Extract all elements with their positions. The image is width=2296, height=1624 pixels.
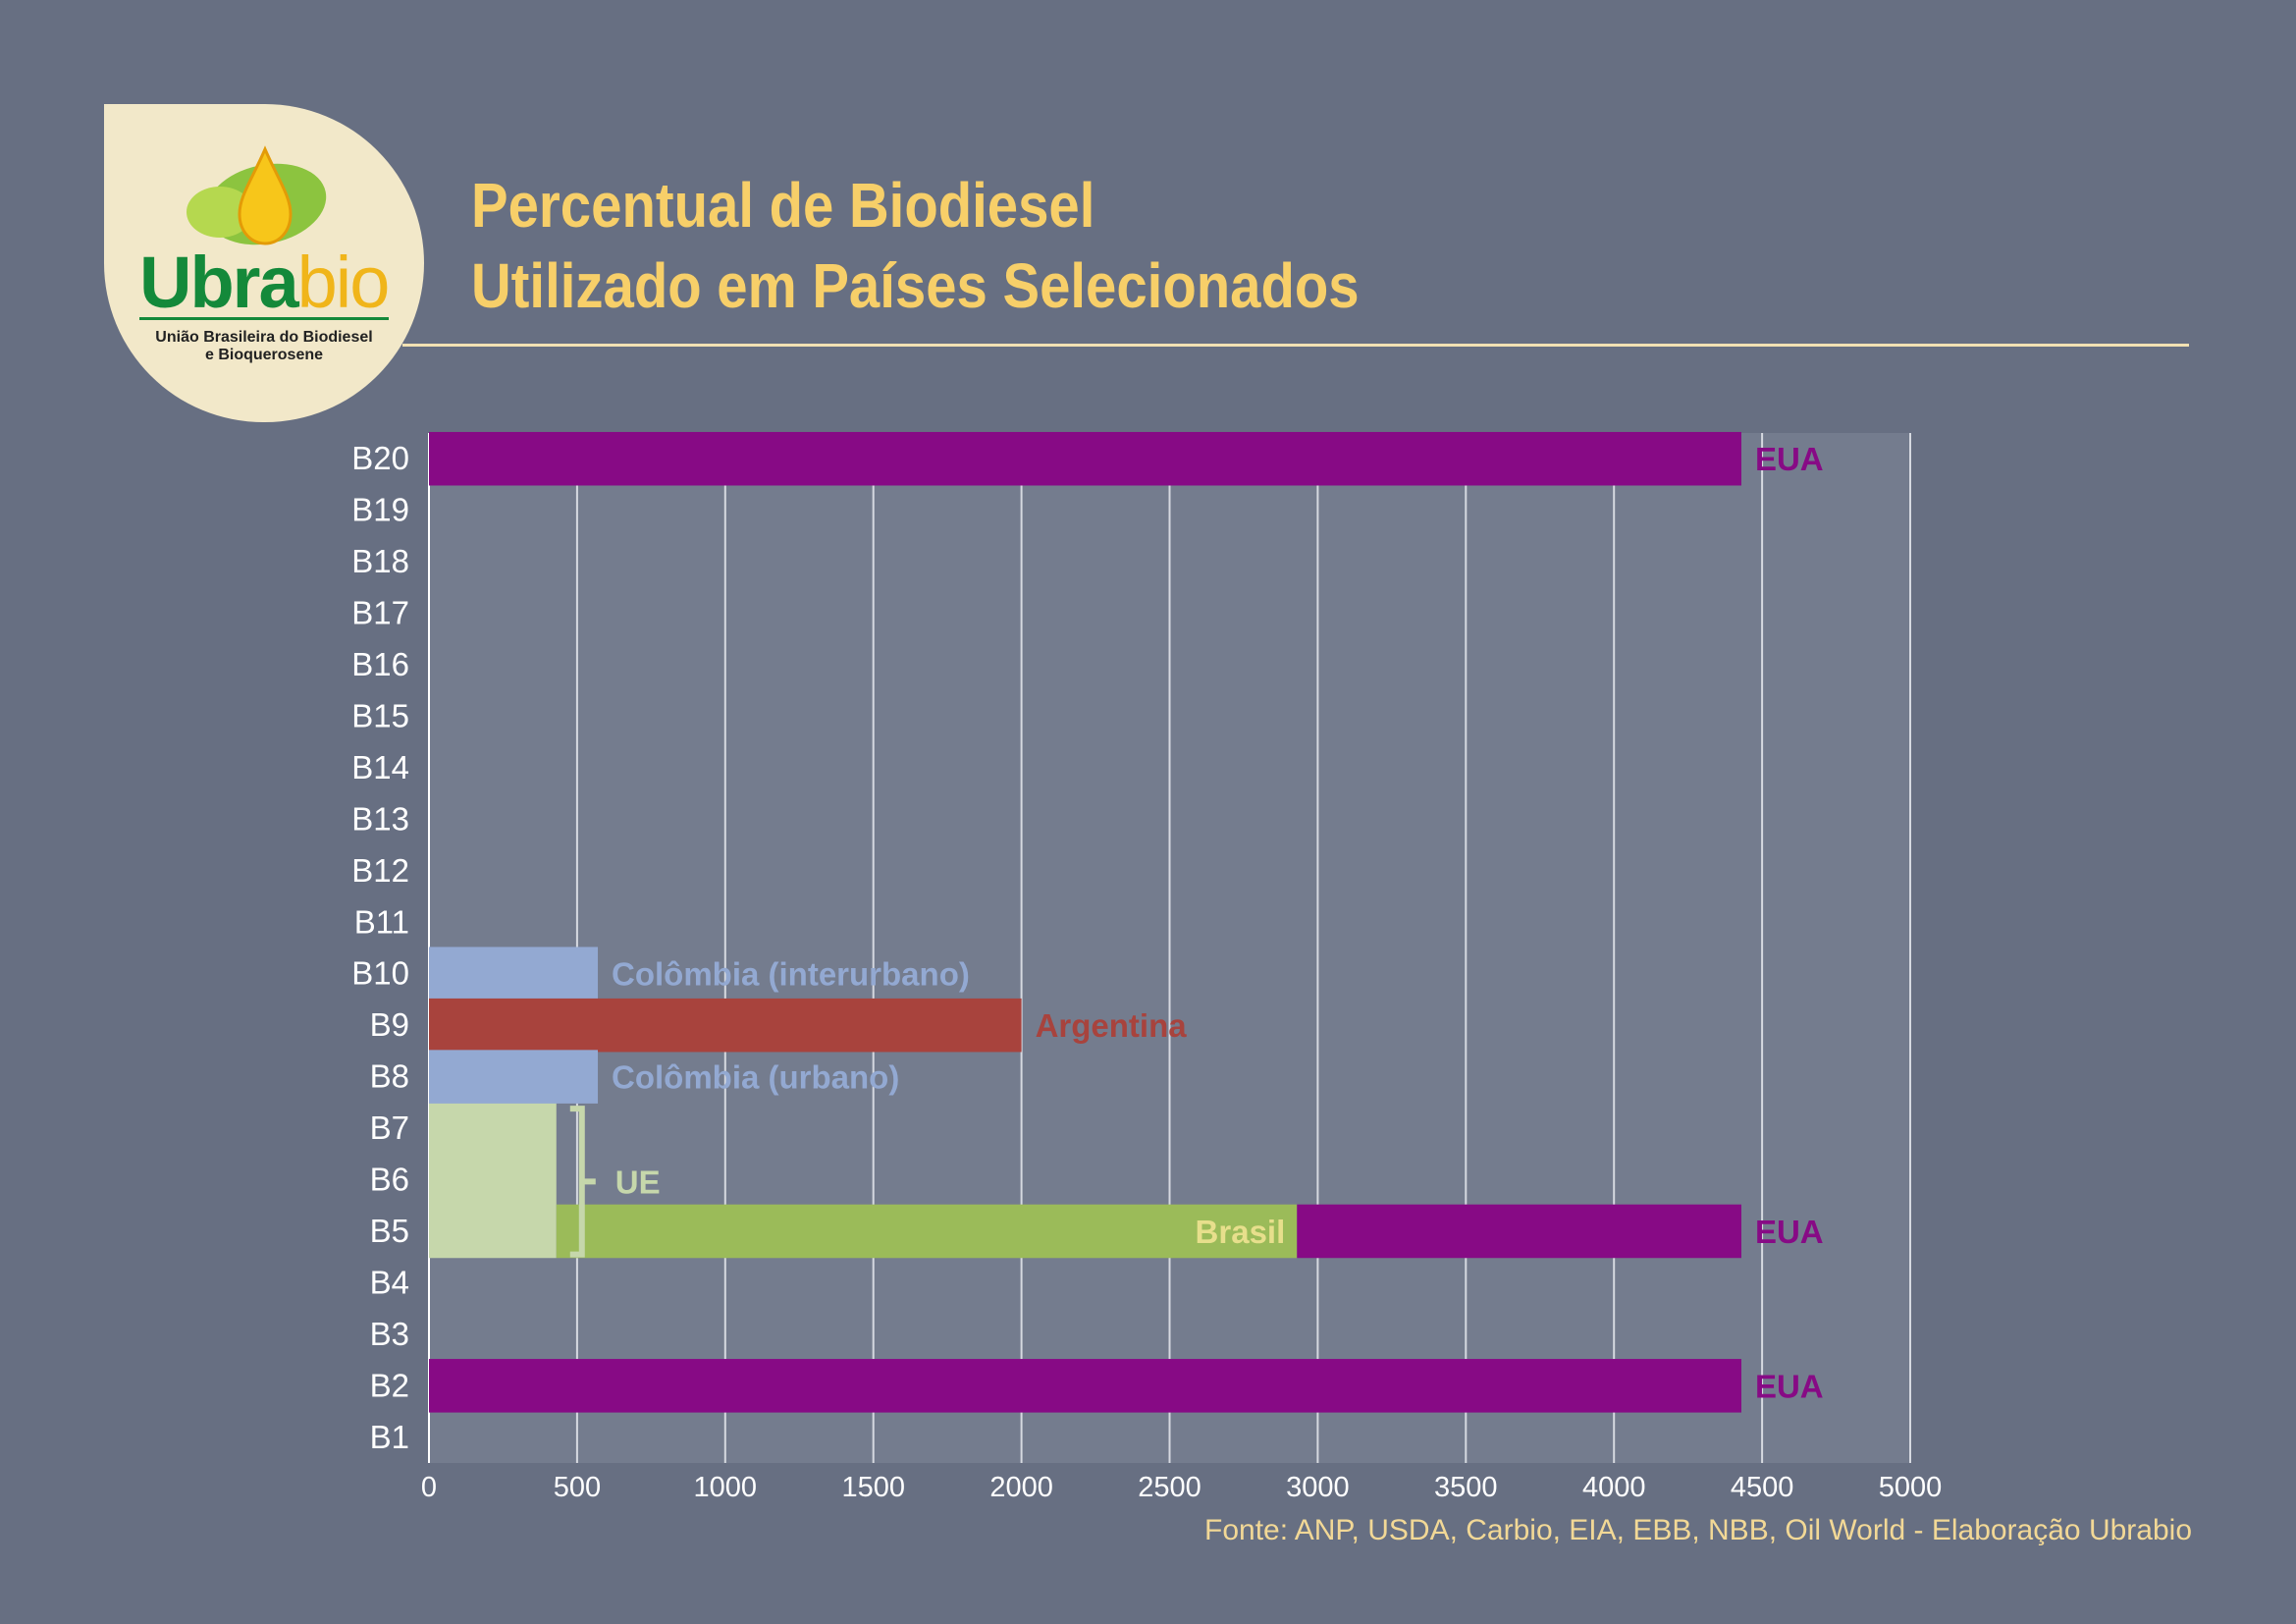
bar [1297,1204,1741,1259]
logo-wordmark: Ubrabio [139,242,390,323]
logo-subtitle-line2: e Bioquerosene [204,347,324,363]
y-tick-label: B4 [370,1264,409,1300]
y-tick-label: B19 [351,492,409,528]
bar-label: Brasil [1196,1214,1286,1250]
y-tick-label: B2 [370,1367,409,1403]
bar-label: Colômbia (urbano) [612,1059,899,1096]
bar [429,1050,599,1104]
ue-bracket [569,1106,596,1258]
page-title: Percentual de Biodiesel Utilizado em Paí… [471,165,1360,326]
y-tick-label: B18 [351,543,409,579]
bar [429,1359,1741,1413]
x-tick-label: 2000 [989,1472,1053,1503]
bar-label: EUA [1755,1214,1824,1250]
bar-label: Colômbia (interurbano) [612,956,970,993]
y-tick-label: B17 [351,595,409,631]
y-tick-label: B9 [370,1006,409,1043]
title-line-2: Utilizado em Países Selecionados [471,250,1360,321]
y-tick-label: B8 [370,1058,409,1095]
bar-label: Argentina [1036,1007,1188,1044]
y-tick-label: B12 [351,852,409,889]
x-tick-label: 4500 [1731,1472,1794,1503]
ue-range-bar [429,1102,557,1259]
bar-label: EUA [1755,441,1824,477]
logo-underline [139,317,389,320]
y-tick-label: B5 [370,1213,409,1249]
x-tick-label: 1000 [694,1472,758,1503]
y-tick-label: B13 [351,800,409,837]
y-tick-label: B3 [370,1316,409,1352]
x-tick-label: 500 [554,1472,601,1503]
bar [429,998,1022,1053]
bar [556,1204,1298,1259]
y-tick-label: B15 [351,697,409,733]
x-tick-label: 4000 [1582,1472,1646,1503]
x-tick-label: 1500 [841,1472,905,1503]
source-note: Fonte: ANP, USDA, Carbio, EIA, EBB, NBB,… [1204,1514,2192,1546]
title-line-1: Percentual de Biodiesel [471,170,1095,241]
x-tick-label: 3000 [1286,1472,1350,1503]
bar [429,947,599,1001]
y-tick-label: B14 [351,749,409,785]
x-tick-label: 2500 [1138,1472,1201,1503]
y-tick-label: B11 [354,903,409,940]
logo-badge: Ubrabio União Brasileira do Biodiesel e … [104,104,424,422]
y-tick-label: B10 [351,955,409,992]
x-tick-label: 3500 [1434,1472,1498,1503]
y-tick-label: B7 [370,1110,409,1146]
y-tick-label: B20 [351,440,409,476]
y-tick-label: B1 [370,1419,409,1455]
bar-label: EUA [1755,1368,1824,1404]
oil-drop-icon [187,145,327,245]
bar [429,431,1741,486]
logo-subtitle-line1: União Brasileira do Biodiesel [155,329,373,346]
y-tick-label: B6 [370,1162,409,1198]
y-tick-label: B16 [351,646,409,682]
ue-label: UE [615,1164,661,1200]
x-tick-label: 0 [421,1472,437,1503]
title-divider [402,344,2189,347]
x-tick-label: 5000 [1879,1472,1943,1503]
